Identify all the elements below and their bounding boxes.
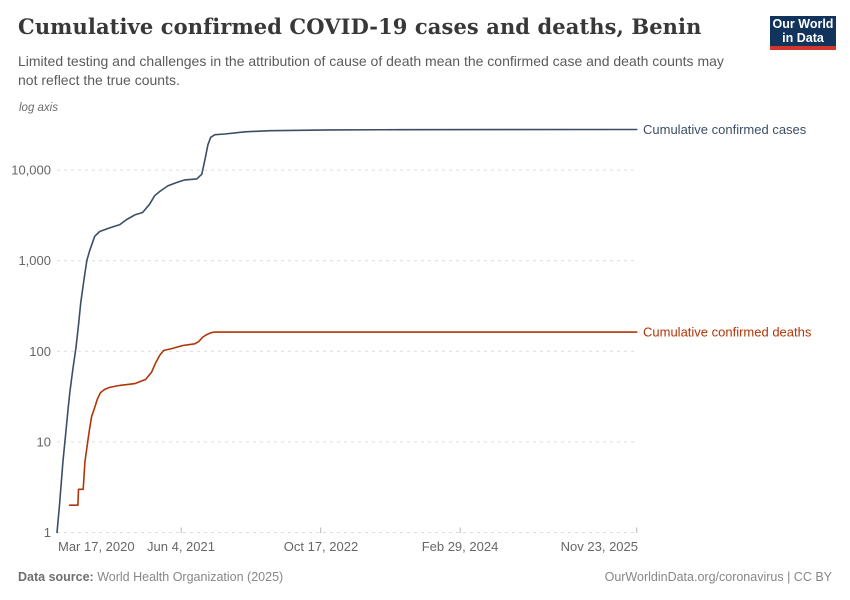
y-axis-labels: 10,000 1,000 100 10 1 bbox=[11, 163, 51, 541]
attribution-link[interactable]: OurWorldinData.org/coronavirus | CC BY bbox=[604, 570, 832, 584]
x-tick-2020: Mar 17, 2020 bbox=[58, 539, 135, 554]
y-tick-1: 1 bbox=[44, 525, 51, 540]
series-end-labels: Cumulative confirmed cases Cumulative co… bbox=[643, 122, 812, 340]
y-tick-1000: 1,000 bbox=[18, 253, 51, 268]
cases-series-label: Cumulative confirmed cases bbox=[643, 122, 807, 137]
y-tick-10: 10 bbox=[37, 434, 51, 449]
y-tick-100: 100 bbox=[29, 344, 51, 359]
log-axis-note: log axis bbox=[19, 102, 58, 114]
gridlines bbox=[57, 169, 637, 533]
x-tick-2024: Feb 29, 2024 bbox=[422, 539, 499, 554]
owid-logo-line1: Our World bbox=[772, 17, 834, 31]
y-tick-10000: 10,000 bbox=[11, 163, 51, 178]
data-source-note: Data source: World Health Organization (… bbox=[18, 570, 283, 584]
series-lines bbox=[56, 128, 638, 534]
data-source-value: World Health Organization (2025) bbox=[93, 570, 284, 584]
cases-line[interactable] bbox=[56, 128, 638, 534]
chart-subtitle: Limited testing and challenges in the at… bbox=[18, 53, 724, 88]
x-tick-2022: Oct 17, 2022 bbox=[284, 539, 358, 554]
owid-logo[interactable]: Our World in Data bbox=[770, 16, 836, 50]
x-tick-2021: Jun 4, 2021 bbox=[147, 539, 215, 554]
deaths-series-label: Cumulative confirmed deaths bbox=[643, 325, 812, 340]
data-source-label: Data source: bbox=[18, 570, 94, 584]
owid-logo-line2: in Data bbox=[782, 31, 824, 45]
deaths-line[interactable] bbox=[68, 331, 638, 507]
x-axis-labels: Mar 17, 2020 Jun 4, 2021 Oct 17, 2022 Fe… bbox=[58, 539, 638, 554]
x-tick-2025: Nov 23, 2025 bbox=[561, 539, 638, 554]
page-title: Cumulative confirmed COVID-19 cases and … bbox=[18, 14, 702, 39]
